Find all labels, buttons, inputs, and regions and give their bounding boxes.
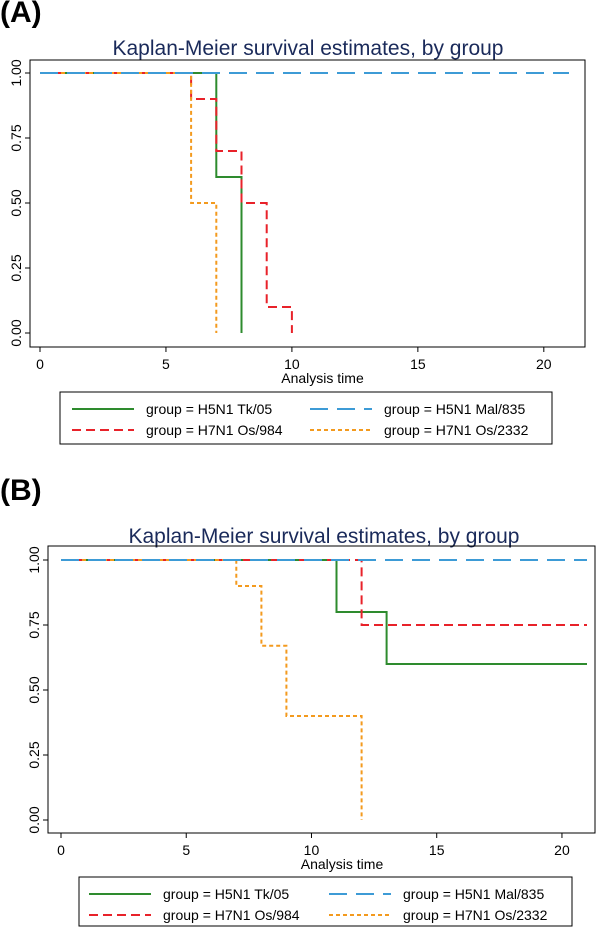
x-tick-label: 10 bbox=[284, 356, 300, 372]
km-chart-a: Kaplan-Meier survival estimates, by grou… bbox=[8, 37, 586, 445]
y-tick-label: 0.50 bbox=[8, 189, 24, 216]
y-tick-label: 0.25 bbox=[8, 254, 24, 281]
series-line-0 bbox=[61, 559, 587, 665]
series-line-2 bbox=[61, 559, 587, 626]
chart-title: Kaplan-Meier survival estimates, by grou… bbox=[112, 37, 503, 60]
x-tick-label: 20 bbox=[554, 842, 570, 858]
y-tick-label: 1.00 bbox=[8, 59, 24, 86]
x-axis-label: Analysis time bbox=[301, 856, 384, 872]
legend-box bbox=[78, 876, 573, 927]
y-tick-label: 0.75 bbox=[26, 611, 42, 638]
legend-label-3: group = H7N1 Os/2332 bbox=[384, 422, 529, 438]
legend-label-0: group = H5N1 Tk/05 bbox=[146, 401, 272, 417]
y-tick-label: 0.00 bbox=[26, 806, 42, 833]
x-tick-label: 5 bbox=[162, 356, 170, 372]
legend-label-1: group = H5N1 Mal/835 bbox=[384, 401, 525, 417]
panel-label-b: (B) bbox=[0, 474, 42, 507]
legend-label-3: group = H7N1 Os/2332 bbox=[403, 907, 548, 923]
series-line-3 bbox=[40, 72, 218, 333]
y-tick-label: 0.25 bbox=[26, 741, 42, 768]
x-tick-label: 15 bbox=[429, 842, 445, 858]
x-tick-label: 0 bbox=[57, 842, 65, 858]
series-line-3 bbox=[61, 559, 363, 820]
x-tick-label: 5 bbox=[182, 842, 190, 858]
panel-label-a: (A) bbox=[0, 0, 42, 29]
plot-frame bbox=[47, 545, 596, 834]
y-tick-label: 1.00 bbox=[26, 546, 42, 573]
legend-label-2: group = H7N1 Os/984 bbox=[146, 422, 283, 438]
x-tick-label: 20 bbox=[536, 356, 552, 372]
legend-label-1: group = H5N1 Mal/835 bbox=[403, 886, 544, 902]
legend-label-0: group = H5N1 Tk/05 bbox=[163, 886, 289, 902]
legend-label-2: group = H7N1 Os/984 bbox=[163, 907, 300, 923]
y-tick-label: 0.50 bbox=[26, 676, 42, 703]
chart-title: Kaplan-Meier survival estimates, by grou… bbox=[128, 525, 519, 548]
x-axis-label: Analysis time bbox=[281, 370, 364, 386]
legend-box bbox=[59, 391, 553, 445]
y-tick-label: 0.75 bbox=[8, 124, 24, 151]
y-tick-label: 0.00 bbox=[8, 319, 24, 346]
x-tick-label: 0 bbox=[36, 356, 44, 372]
x-tick-label: 15 bbox=[410, 356, 426, 372]
x-tick-label: 10 bbox=[304, 842, 320, 858]
